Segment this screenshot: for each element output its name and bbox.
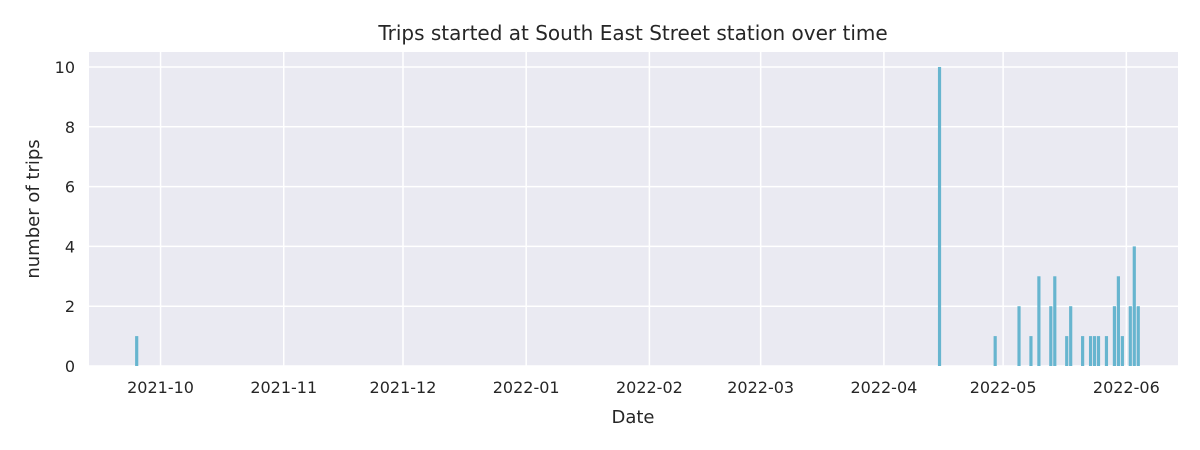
bar (1136, 306, 1140, 366)
bar (1088, 336, 1093, 366)
bar (1116, 276, 1120, 366)
x-tick-label: 2021-11 (250, 378, 317, 397)
x-tick-label: 2022-03 (727, 378, 794, 397)
x-axis-label: Date (611, 407, 654, 428)
x-tick-label: 2022-06 (1093, 378, 1160, 397)
x-tick-label: 2022-01 (493, 378, 560, 397)
x-tick-label: 2022-05 (970, 378, 1037, 397)
bar (1049, 306, 1053, 366)
bar (1081, 336, 1085, 366)
bar (1029, 336, 1033, 366)
bar (1092, 336, 1097, 366)
y-tick-label: 2 (65, 297, 75, 316)
y-tick-label: 0 (65, 357, 75, 376)
y-axis-label: number of trips (23, 139, 44, 278)
bar (1120, 336, 1124, 366)
x-tick-label: 2021-10 (127, 378, 194, 397)
bar (1132, 246, 1136, 366)
bar (1037, 276, 1041, 366)
x-tick-label: 2021-12 (370, 378, 437, 397)
bar (937, 66, 942, 366)
bar (1096, 336, 1101, 366)
y-tick-label: 4 (65, 237, 75, 256)
x-tick-labels: 2021-10 2021-11 2021-12 2022-01 2022-02 2022-… (127, 378, 1160, 397)
x-tick-label: 2022-02 (616, 378, 683, 397)
plot-area (89, 52, 1178, 366)
bars (135, 66, 1140, 366)
y-tick-labels: 0 2 4 6 8 10 (55, 58, 75, 376)
x-tick-label: 2022-04 (850, 378, 917, 397)
y-tick-label: 8 (65, 118, 75, 137)
bar (1069, 306, 1073, 366)
bar (1112, 306, 1116, 366)
bar (135, 336, 139, 366)
bar (993, 336, 997, 366)
bar (1017, 306, 1021, 366)
bar (1104, 336, 1109, 366)
y-tick-label: 6 (65, 178, 75, 197)
bar (1065, 336, 1069, 366)
chart-title: Trips started at South East Street stati… (377, 21, 887, 45)
bar (1053, 276, 1057, 366)
bar (1128, 306, 1132, 366)
y-tick-label: 10 (55, 58, 75, 77)
grid-lines (89, 52, 1178, 367)
